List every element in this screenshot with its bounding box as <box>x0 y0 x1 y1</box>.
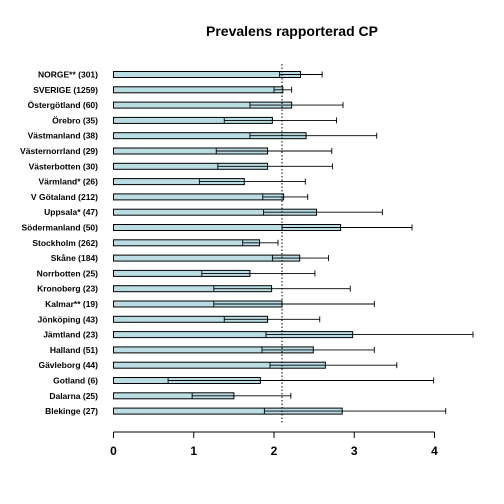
bar <box>113 71 301 78</box>
category-label: Örebro (35) <box>52 115 98 125</box>
bar <box>113 86 284 94</box>
bars-group <box>113 64 474 424</box>
category-label: Gotland (6) <box>53 376 98 386</box>
category-labels-group: NORGE** (301) SVERIGE (1259) Östergötland … <box>20 70 98 417</box>
category-label: SVERIGE (1259) <box>33 85 98 95</box>
category-label: Västerbotten (30) <box>29 161 99 171</box>
category-label: Uppsala* (47) <box>44 207 98 217</box>
x-tick-label: 3 <box>351 444 358 458</box>
category-label: Skåne (184) <box>51 253 98 263</box>
category-label: Norrbotten (25) <box>37 268 99 278</box>
bar <box>113 254 301 262</box>
category-label: Gävleborg (44) <box>38 360 98 370</box>
category-label: V Götaland (212) <box>31 192 98 202</box>
category-label: Kronoberg (23) <box>37 284 98 294</box>
category-label: Kalmar** (19) <box>45 299 98 309</box>
category-label: Värmland* (26) <box>38 177 98 187</box>
x-axis: 0 1 2 3 4 <box>110 431 438 458</box>
category-label: Blekinge (27) <box>45 406 98 416</box>
chart-title: Prevalens rapporterad CP <box>206 23 378 39</box>
x-tick-label: 4 <box>431 444 438 458</box>
x-tick-label: 2 <box>271 444 278 458</box>
category-label: Jämtland (23) <box>43 330 98 340</box>
x-tick-label: 1 <box>190 444 197 458</box>
category-label: NORGE** (301) <box>38 70 98 80</box>
bar <box>113 239 261 247</box>
category-label: Västmanland (38) <box>28 131 99 141</box>
x-tick-label: 0 <box>110 444 117 458</box>
category-label: Västernorrland (29) <box>20 146 98 156</box>
category-label: Stockholm (262) <box>32 238 98 248</box>
bar <box>113 193 285 201</box>
category-label: Östergötland (60) <box>28 100 99 110</box>
category-label: Dalarna (25) <box>49 391 98 401</box>
category-label: Jönköping (43) <box>38 314 99 324</box>
category-label: Halland (51) <box>50 345 98 355</box>
category-label: Södermanland (50) <box>21 223 98 233</box>
